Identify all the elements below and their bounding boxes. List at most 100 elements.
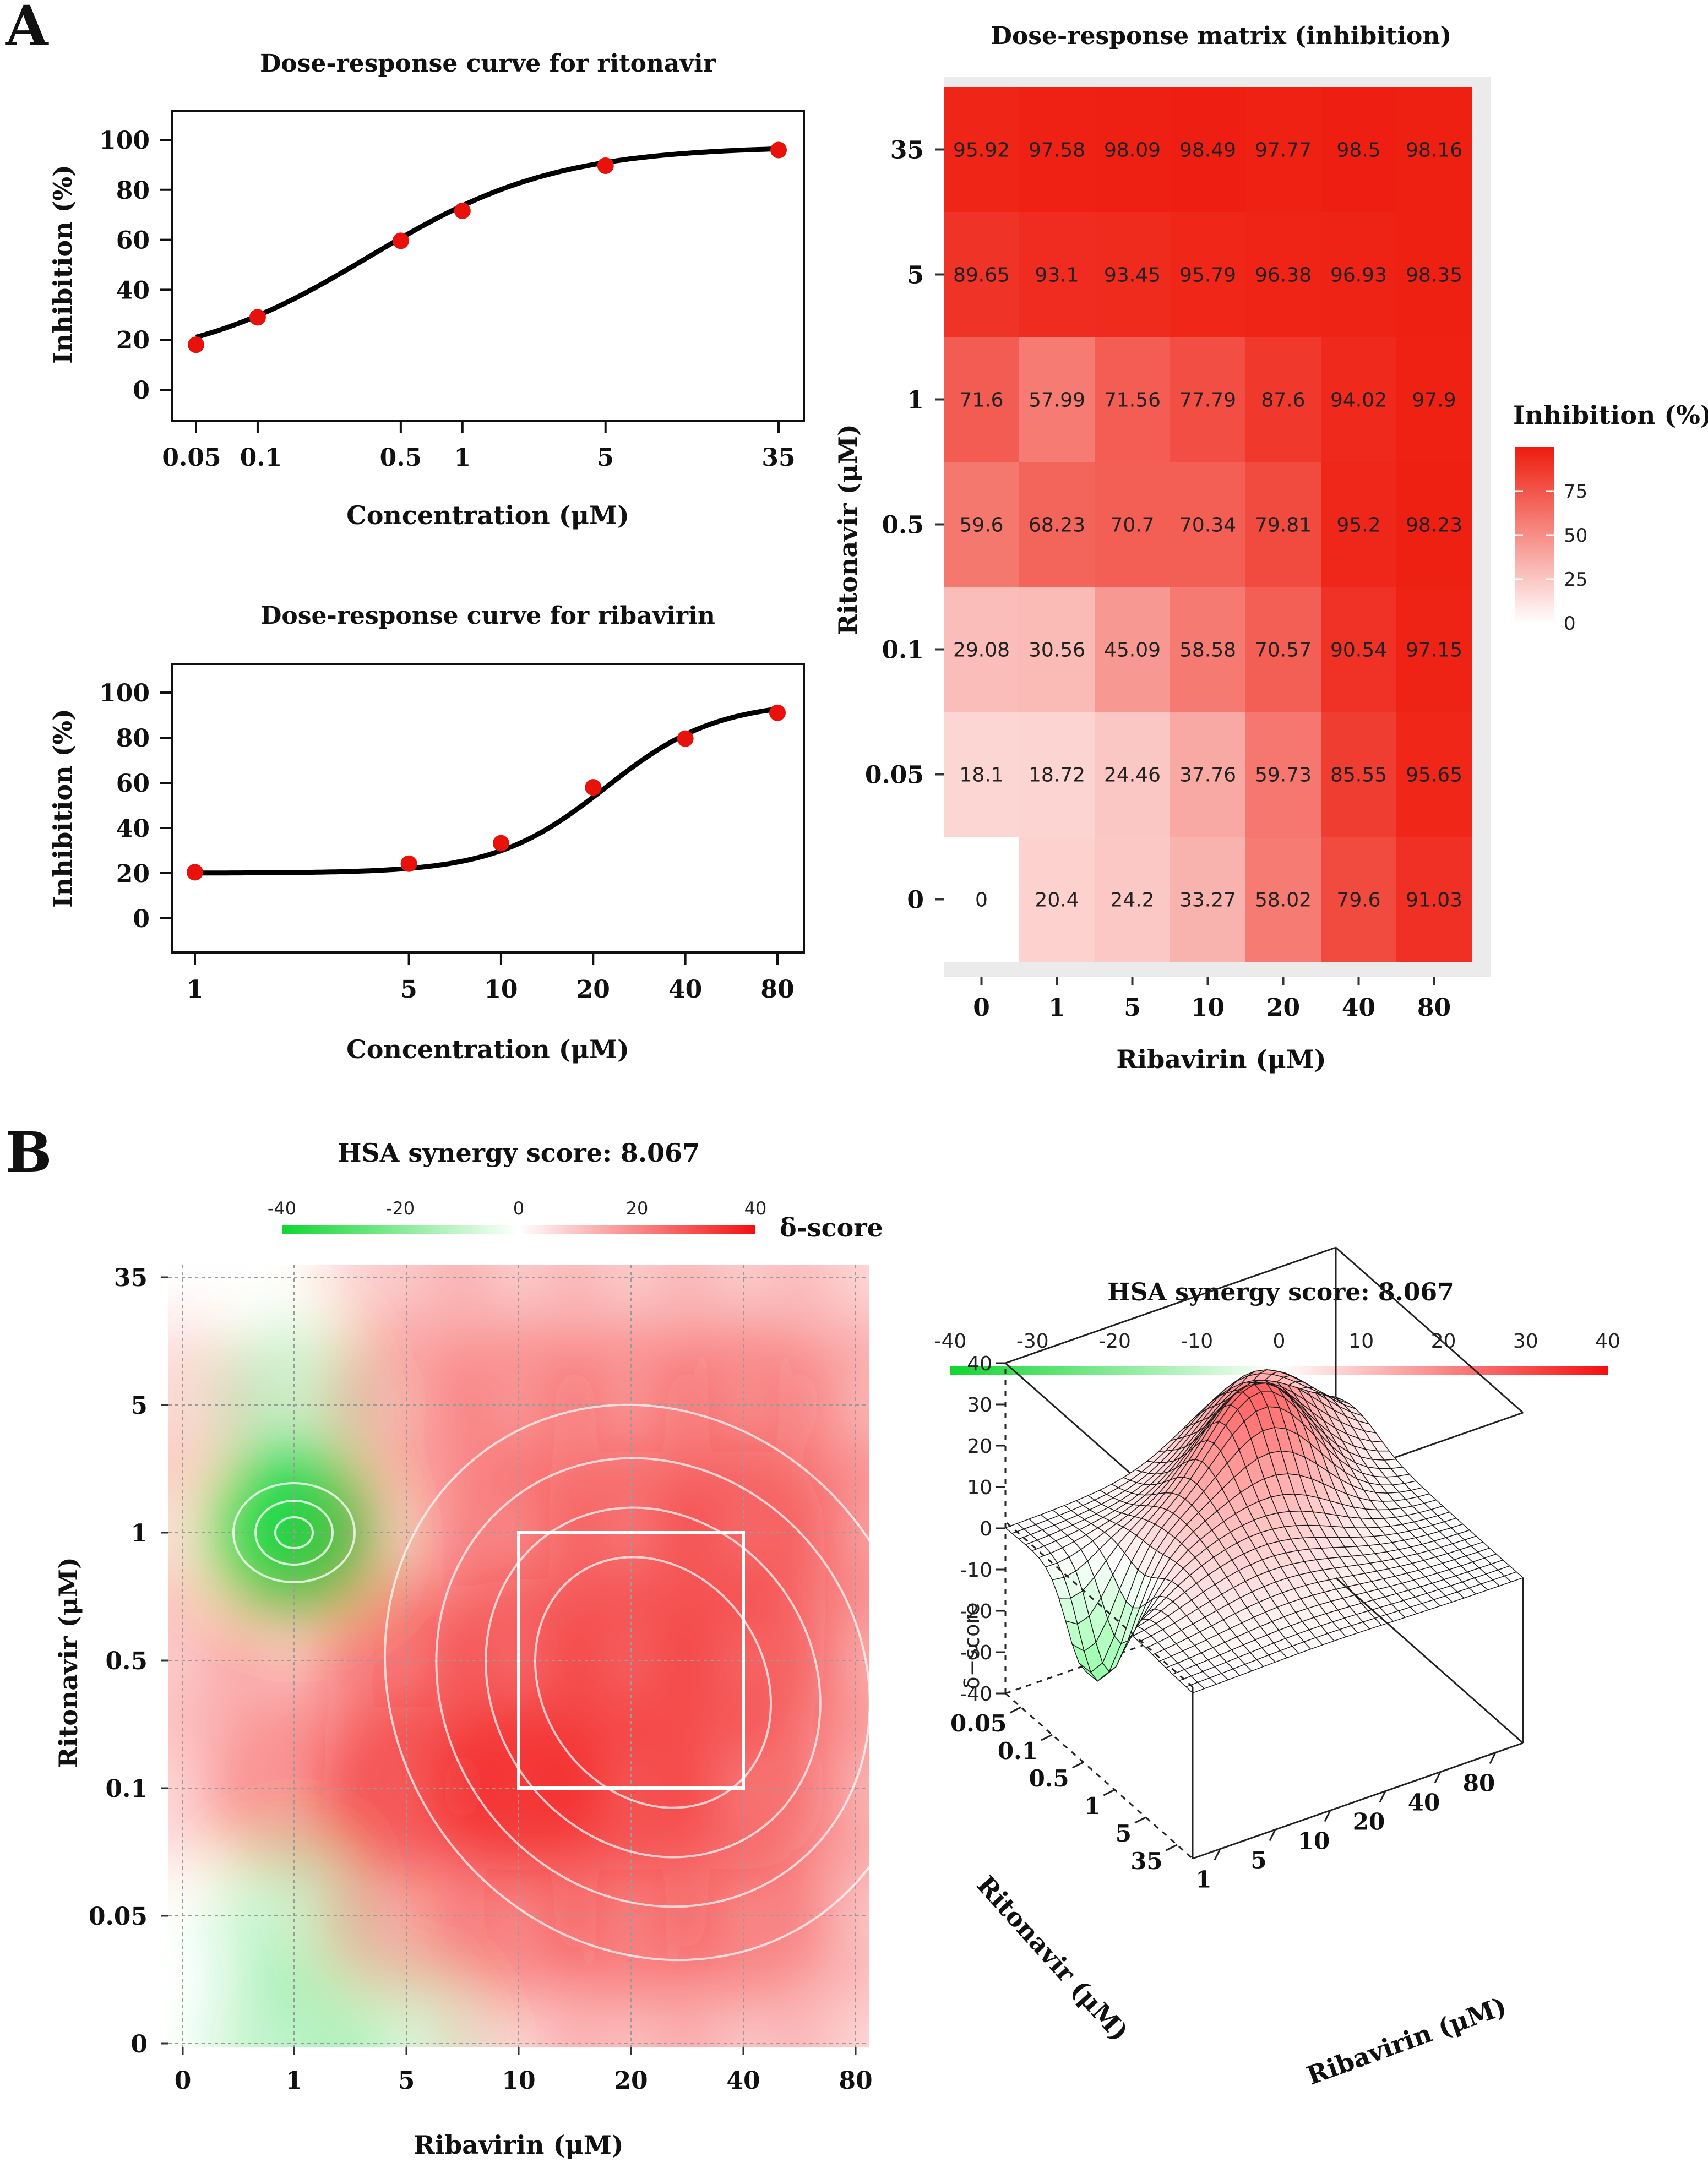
- delta-colorbar-3d: [950, 1366, 1608, 1375]
- y-tick: [1009, 1706, 1022, 1714]
- y-tick-label: 0: [130, 2030, 148, 2058]
- y-tick: [1041, 1734, 1053, 1741]
- synergy-surface-3d: HSA synergy score: 8.067 -40 -30 -20 -10 0 10…: [934, 1246, 1620, 2091]
- cell-value: 0: [975, 889, 988, 912]
- colorbar-tick-label: 0: [1273, 1330, 1286, 1353]
- x-tick-label: 0.5: [380, 444, 422, 472]
- x-tick-label: 1: [187, 976, 204, 1004]
- x-tick: [1269, 1829, 1276, 1842]
- x-tick-label: 40: [726, 2067, 760, 2095]
- data-point: [492, 835, 509, 852]
- y-tick: [1165, 1844, 1178, 1851]
- matrix-cell: [944, 587, 1019, 712]
- x-axis-label: Ribavirin (μM): [1116, 1044, 1326, 1074]
- contour-line: [383, 1403, 923, 1962]
- cell-value: 58.02: [1255, 889, 1312, 912]
- y-tick: [1071, 1761, 1084, 1769]
- matrix-cell: [1170, 212, 1245, 337]
- cell-value: 18.1: [959, 764, 1003, 787]
- cell-value: 33.27: [1179, 889, 1236, 912]
- x-tick-label: 5: [1250, 1847, 1266, 1874]
- x-tick-label: 40: [668, 976, 702, 1004]
- x-tick-label: 1: [286, 2067, 303, 2095]
- cell-value: 98.09: [1104, 139, 1161, 162]
- matrix-cell: [1245, 587, 1321, 712]
- y-tick-label: 60: [116, 770, 150, 798]
- x-tick: [1324, 1810, 1331, 1822]
- chart-title: HSA synergy score: 8.067: [1107, 1278, 1454, 1306]
- x-tick-label: 80: [760, 976, 794, 1004]
- box-edge: [1335, 1577, 1524, 1744]
- x-tick: [1214, 1848, 1221, 1861]
- cell-value: 59.6: [959, 514, 1003, 537]
- x-tick-label: 0.1: [240, 444, 282, 472]
- colorbar-tick-label: -30: [1016, 1330, 1049, 1353]
- matrix-cell: [1321, 337, 1396, 462]
- y-tick-label: 100: [99, 127, 150, 155]
- y-tick-label: 0.05: [950, 1710, 1007, 1737]
- cell-value: 97.77: [1255, 139, 1312, 162]
- box-edge: [1192, 1742, 1524, 1860]
- z-tick-label: 10: [967, 1477, 992, 1499]
- x-tick-label: 20: [614, 2067, 648, 2095]
- y-axis-label: Ritonavir (μM): [971, 1870, 1135, 2047]
- box-edge: [1005, 1692, 1193, 1860]
- colorbar-tick-label: 25: [1564, 569, 1587, 591]
- box-edge: [1005, 1521, 1193, 1688]
- colorbar-tick-label: 40: [1595, 1330, 1620, 1353]
- z-tick-label: 30: [967, 1394, 992, 1417]
- z-tick-label: -40: [960, 1683, 992, 1706]
- cell-value: 95.79: [1179, 264, 1236, 287]
- matrix-cell: [944, 837, 1019, 962]
- x-tick-label: 10: [1298, 1828, 1330, 1855]
- y-tick-label: 0: [907, 886, 924, 914]
- matrix-cell: [1321, 712, 1396, 837]
- delta-blob: [773, 1833, 869, 1998]
- chart-title: Dose-response curve for ribavirin: [260, 602, 715, 630]
- matrix-cell: [944, 462, 1019, 587]
- x-axis-label: Ribavirin (μM): [1303, 1991, 1510, 2090]
- y-tick-label: 5: [1116, 1820, 1132, 1847]
- chart-title: Dose-response curve for ritonavir: [260, 50, 716, 78]
- panel-label-b: B: [6, 1120, 52, 1185]
- matrix-cell: [1170, 87, 1245, 212]
- y-tick-label: 40: [116, 815, 150, 843]
- y-axis-label: Ritonavir (μM): [833, 424, 863, 635]
- matrix-cell: [1245, 837, 1321, 962]
- cell-value: 37.76: [1179, 764, 1236, 787]
- fitted-curve: [195, 146, 779, 340]
- cell-value: 70.7: [1110, 514, 1154, 537]
- matrix-cell: [1245, 337, 1321, 462]
- dose-response-matrix: Dose-response matrix (inhibition) 95.92 9…: [833, 22, 1708, 1074]
- box-edge: [1335, 1246, 1524, 1414]
- z-axis-label: δ−score: [960, 1603, 984, 1689]
- delta-blob: [773, 1322, 869, 1488]
- cell-value: 98.49: [1179, 139, 1236, 162]
- y-tick-label: 0.1: [882, 636, 924, 664]
- matrix-cell: [1245, 87, 1321, 212]
- y-axis-label: Inhibition (%): [48, 165, 78, 364]
- colorbar-tick-label: 0: [1564, 613, 1576, 635]
- delta-blob: [773, 1578, 869, 1743]
- data-point: [597, 157, 614, 174]
- x-tick: [1489, 1752, 1497, 1764]
- matrix-cell: [1095, 87, 1170, 212]
- x-tick-label: 1: [1048, 994, 1065, 1022]
- synergy-map-2d: HSA synergy score: 8.067 -40 -20 0 20 40 δ-s…: [53, 1138, 923, 2160]
- matrix-cell: [1095, 587, 1170, 712]
- y-tick-label: 5: [907, 262, 924, 290]
- cell-value: 98.16: [1406, 139, 1462, 162]
- ritonavir-curve-chart: Dose-response curve for ritonavir 0 20 40 6…: [48, 50, 805, 530]
- colorbar-tick-label: -10: [1181, 1330, 1213, 1353]
- matrix-cell: [1019, 462, 1095, 587]
- y-tick-label: 35: [114, 1264, 148, 1292]
- cell-value: 29.08: [953, 639, 1010, 662]
- x-tick-label: 0: [175, 2067, 192, 2095]
- matrix-cell: [1396, 587, 1472, 712]
- x-tick-label: 1: [454, 444, 471, 472]
- x-tick-label: 0: [973, 994, 990, 1022]
- cell-value: 89.65: [953, 264, 1010, 287]
- y-tick-label: 1: [1084, 1793, 1100, 1820]
- matrix-cell: [944, 337, 1019, 462]
- matrix-cell: [1019, 587, 1095, 712]
